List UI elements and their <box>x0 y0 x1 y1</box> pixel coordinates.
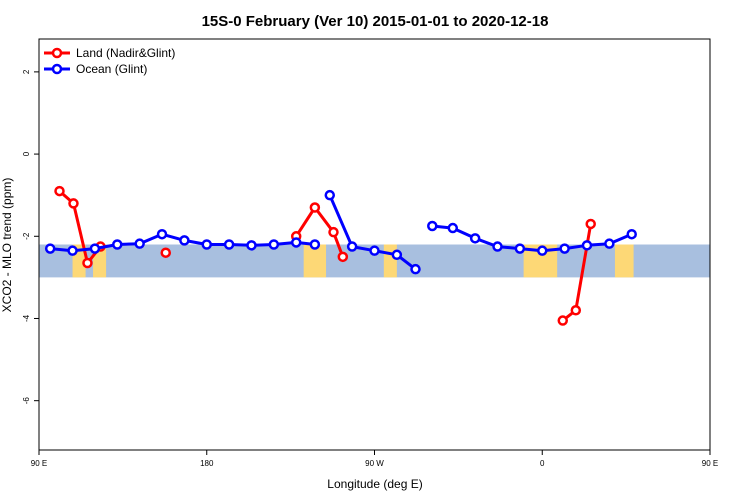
data-point <box>410 263 421 275</box>
data-point <box>290 237 302 248</box>
map-band <box>39 244 710 278</box>
series-ocean <box>44 189 637 275</box>
data-point <box>537 245 548 256</box>
x-axis: 90 E 180 90 W 0 90 E <box>31 450 718 468</box>
plot-area <box>38 38 750 451</box>
data-point <box>727 187 735 195</box>
data-point <box>328 226 339 238</box>
data-point <box>82 257 93 269</box>
y-tick-label: 2 <box>22 69 31 74</box>
series-layer <box>44 185 750 326</box>
data-point <box>559 243 570 254</box>
data-point <box>160 247 171 258</box>
series-line <box>432 224 633 253</box>
data-point <box>427 220 438 232</box>
data-point <box>469 233 481 244</box>
y-axis-label: XCO2 - MLO trend (ppm) <box>0 178 14 313</box>
data-point <box>324 189 336 201</box>
y-tick-label: -4 <box>22 314 31 322</box>
data-point <box>604 238 615 249</box>
data-point <box>223 239 235 250</box>
data-point <box>268 239 280 250</box>
y-tick-label: 0 <box>22 151 31 156</box>
y-tick-label: -2 <box>22 232 31 240</box>
land-patch <box>383 244 397 278</box>
series-line <box>294 206 345 258</box>
data-point <box>585 218 596 230</box>
land-patch <box>303 244 327 278</box>
legend: Land (Nadir&Glint) Ocean (Glint) <box>44 46 175 76</box>
data-point <box>337 251 349 263</box>
y-tick-label: -6 <box>22 397 31 405</box>
chart-title: 15S-0 February (Ver 10) 2015-01-01 to 20… <box>202 13 549 30</box>
land-patch <box>614 244 634 278</box>
legend-label: Ocean (Glint) <box>76 62 147 76</box>
data-point <box>89 243 101 254</box>
series-line <box>731 191 750 263</box>
data-point <box>134 238 145 249</box>
data-point <box>570 305 582 316</box>
data-point <box>68 198 79 209</box>
x-tick-label: 90 E <box>702 459 718 468</box>
y-axis: 2 0 -2 -4 -6 <box>22 69 39 404</box>
data-point <box>309 202 321 213</box>
legend-marker <box>51 63 63 75</box>
x-tick-label: 180 <box>200 459 214 468</box>
data-point <box>67 245 78 256</box>
legend-label: Land (Nadir&Glint) <box>76 46 175 60</box>
data-point <box>246 240 257 251</box>
data-point <box>391 249 403 261</box>
data-point <box>557 315 569 326</box>
data-point <box>201 239 212 250</box>
x-tick-label: 90 W <box>365 459 384 468</box>
data-point <box>112 239 123 250</box>
data-point <box>740 199 748 207</box>
data-point <box>179 235 190 246</box>
x-axis-label: Longitude (deg E) <box>327 477 422 491</box>
data-point <box>447 222 459 234</box>
legend-marker <box>51 47 63 59</box>
data-point <box>309 239 321 250</box>
data-point <box>346 241 358 252</box>
data-point <box>581 240 593 251</box>
data-point <box>54 185 65 197</box>
series-line <box>58 189 102 265</box>
data-point <box>626 228 637 240</box>
data-point <box>369 245 380 256</box>
data-point <box>514 243 526 254</box>
x-tick-label: 0 <box>540 459 545 468</box>
x-tick-label: 90 E <box>31 459 47 468</box>
data-point <box>492 241 503 252</box>
data-point <box>44 243 56 254</box>
data-point <box>156 228 168 240</box>
